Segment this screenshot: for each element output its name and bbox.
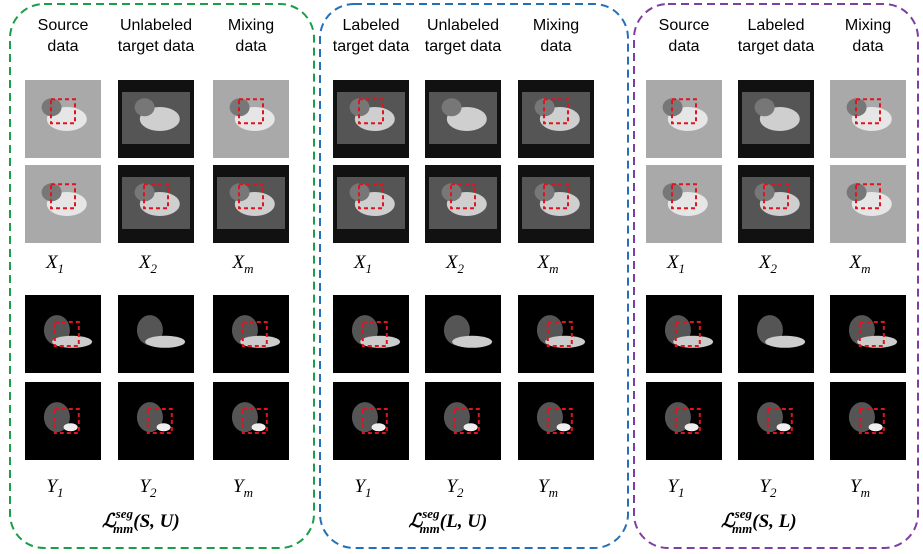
variable-label: X1 [45,252,64,276]
variable-subscript: 1 [57,485,64,500]
mask-region [64,423,78,431]
variable-subscript: m [244,261,253,276]
mask-region [673,336,713,348]
variable-subscript: 2 [150,485,157,500]
mask-region [145,336,185,348]
variable-subscript: 1 [365,485,372,500]
variable-label: Xm [849,252,871,276]
mask-region [765,336,805,348]
loss-subscript: mm [420,521,440,536]
variable-label: X1 [666,252,685,276]
column-header: Unlabeled [427,17,499,34]
column-header: target data [738,38,815,55]
mri-structure [135,98,155,116]
loss-superscript: seg [115,506,134,521]
column-header: Source [38,17,89,34]
column-header: target data [333,38,410,55]
variable-label: X2 [758,252,778,276]
loss-arguments: (L, U) [440,511,487,532]
loss-subscript: mm [732,521,752,536]
variable-subscript: m [861,261,870,276]
variable-subscript: m [861,485,870,500]
variable-subscript: 2 [458,261,465,276]
figure: Source data X1 Y1 Unlabeled target data X2 Y2 Mi… [0,0,923,554]
variable-label: Xm [232,252,254,276]
mask-region [464,423,478,431]
variable-subscript: m [549,485,558,500]
variable-label: X1 [353,252,372,276]
column-header: data [235,38,266,55]
mask-region [240,336,280,348]
column-header: data [540,38,571,55]
column-header: target data [118,38,195,55]
mask-region [157,423,171,431]
column-header: Mixing [533,17,579,34]
mask-region [857,336,897,348]
variable-subscript: 1 [679,261,686,276]
mask-region [372,423,386,431]
mask-region [545,336,585,348]
column-header: data [47,38,78,55]
column-header: data [668,38,699,55]
mask-region [685,423,699,431]
loss-arguments: (S, L) [752,511,796,532]
variable-subscript: 2 [151,261,158,276]
variable-subscript: 1 [678,485,685,500]
variable-label: Y1 [354,476,371,500]
column-header: Unlabeled [120,17,192,34]
column-header: Mixing [845,17,891,34]
variable-subscript: 1 [366,261,373,276]
column-header: target data [425,38,502,55]
column-header: data [852,38,883,55]
mask-region [777,423,791,431]
mask-region [557,423,571,431]
loss-label: ℒsegmm(L, U) [409,506,488,536]
mask-region [252,423,266,431]
variable-label: Y2 [446,476,464,500]
mask-region [869,423,883,431]
variable-subscript: 2 [770,485,777,500]
variable-subscript: m [244,485,253,500]
variable-label: Xm [537,252,559,276]
variable-label: Ym [538,476,558,500]
variable-label: Ym [850,476,870,500]
variable-label: X2 [138,252,158,276]
variable-label: Y2 [759,476,777,500]
variable-label: Y1 [667,476,684,500]
variable-subscript: 2 [771,261,778,276]
variable-subscript: 1 [58,261,65,276]
mask-region [52,336,92,348]
variable-subscript: 2 [457,485,464,500]
variable-label: Y2 [139,476,157,500]
loss-arguments: (S, U) [133,511,179,532]
loss-subscript: mm [113,521,133,536]
column-header: Labeled [343,17,400,34]
loss-superscript: seg [421,506,440,521]
mask-region [360,336,400,348]
column-header: Labeled [748,17,805,34]
variable-label: Ym [233,476,253,500]
mri-structure [442,98,462,116]
variable-label: Y1 [46,476,63,500]
mri-structure [755,98,775,116]
variable-subscript: m [549,261,558,276]
column-header: Source [659,17,710,34]
mask-region [452,336,492,348]
variable-label: X2 [445,252,465,276]
loss-superscript: seg [734,506,753,521]
column-header: Mixing [228,17,274,34]
